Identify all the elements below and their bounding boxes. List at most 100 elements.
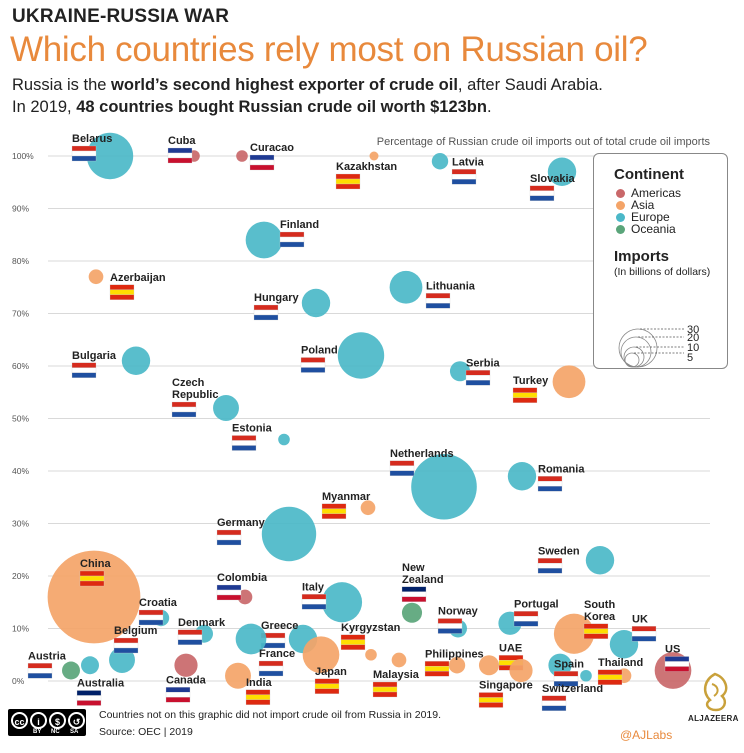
label-uk: UK bbox=[632, 613, 648, 625]
label-curacao: Curacao bbox=[250, 142, 294, 154]
bubble-china bbox=[47, 550, 141, 644]
y-tick-label: 100% bbox=[12, 151, 34, 161]
flag-finland-icon bbox=[279, 231, 305, 248]
flag-kazakhstan-icon bbox=[335, 173, 361, 190]
label-norway: Norway bbox=[438, 606, 479, 618]
label-croatia: Croatia bbox=[139, 597, 178, 609]
label-thailand: Thailand bbox=[598, 657, 643, 669]
flag-belarus-icon bbox=[71, 145, 97, 162]
flag-denmark-icon bbox=[177, 629, 203, 645]
bubble-romania bbox=[507, 462, 537, 491]
kicker: UKRAINE-RUSSIA WAR bbox=[12, 6, 230, 27]
bubble-netherlands bbox=[411, 453, 477, 520]
label-romania: Romania bbox=[538, 463, 585, 475]
flag-hungary-icon bbox=[253, 304, 279, 321]
bubble-bulgaria bbox=[121, 346, 151, 375]
label-latvia: Latvia bbox=[452, 156, 485, 168]
flag-bulgaria-icon bbox=[71, 362, 97, 378]
bubble-czech-republic bbox=[213, 395, 239, 421]
legend-label: Oceania bbox=[631, 222, 676, 236]
bubble-belarus bbox=[86, 132, 134, 180]
bubble-latvia bbox=[431, 153, 449, 170]
legend-label: Europe bbox=[631, 210, 670, 224]
cc-icon: cc bbox=[11, 712, 28, 729]
subtitle-line-1: Russia is the world’s second highest exp… bbox=[12, 76, 603, 95]
bubble-estonia bbox=[278, 433, 290, 446]
label-new-zealand: New Zealand bbox=[402, 562, 444, 586]
label-australia: Australia bbox=[77, 678, 125, 690]
bubble-lithuania bbox=[389, 270, 423, 304]
label-germany: Germany bbox=[217, 517, 266, 529]
size-label-20: 20 bbox=[687, 332, 699, 344]
flag-italy-icon bbox=[301, 594, 327, 610]
page-title: Which countries rely most on Russian oil… bbox=[10, 30, 648, 69]
label-estonia: Estonia bbox=[232, 423, 273, 435]
flag-thailand-icon bbox=[597, 669, 623, 685]
size-label-5: 5 bbox=[687, 352, 693, 364]
label-canada: Canada bbox=[166, 674, 207, 686]
bubble-germany bbox=[261, 506, 317, 562]
europe-swatch bbox=[616, 213, 625, 222]
flag-kyrgyzstan-icon bbox=[340, 634, 366, 650]
label-colombia: Colombia bbox=[217, 572, 268, 584]
bubble-france bbox=[235, 623, 267, 655]
bubble-new-zealand bbox=[401, 602, 423, 623]
y-tick-label: 60% bbox=[12, 361, 29, 371]
flag-czech-republic-icon bbox=[171, 401, 197, 418]
flag-myanmar-icon bbox=[321, 503, 347, 519]
y-tick-label: 10% bbox=[12, 624, 29, 634]
flag-uk-icon bbox=[631, 626, 657, 642]
label-singapore: Singapore bbox=[479, 680, 533, 692]
flag-portugal-icon bbox=[513, 611, 539, 627]
y-tick-label: 20% bbox=[12, 571, 29, 581]
flag-norway-icon bbox=[437, 618, 463, 634]
flag-serbia-icon bbox=[465, 370, 491, 386]
legend-imports-title: Imports bbox=[614, 248, 670, 265]
aljazeera-logo: ALJAZEERA bbox=[688, 670, 740, 730]
bubble-india bbox=[225, 662, 251, 689]
asia-swatch bbox=[616, 201, 625, 210]
bubble-austria bbox=[81, 656, 99, 675]
bubble-hungary bbox=[301, 288, 331, 318]
flag-lithuania-icon bbox=[425, 293, 451, 309]
flag-austria-icon bbox=[27, 663, 53, 679]
label-lithuania: Lithuania bbox=[426, 280, 476, 292]
y-tick-label: 80% bbox=[12, 256, 29, 266]
flag-japan-icon bbox=[314, 678, 340, 694]
label-japan: Japan bbox=[315, 666, 347, 678]
flag-india-icon bbox=[245, 689, 271, 705]
label-india: India bbox=[246, 677, 273, 689]
label-china: China bbox=[80, 558, 111, 570]
flag-cuba-icon bbox=[167, 147, 193, 164]
subtitle-1-bold: world’s second highest exporter of crude… bbox=[111, 76, 458, 94]
brand-name: ALJAZEERA bbox=[688, 714, 739, 723]
label-netherlands: Netherlands bbox=[390, 448, 454, 460]
label-czech-republic: Czech Republic bbox=[172, 377, 218, 401]
y-tick-label: 50% bbox=[12, 414, 29, 424]
label-slovakia: Slovakia bbox=[530, 173, 576, 185]
flag-canada-icon bbox=[165, 687, 191, 703]
y-tick-label: 70% bbox=[12, 309, 29, 319]
bubble-spain bbox=[548, 653, 572, 677]
subtitle-2-post: . bbox=[486, 98, 492, 116]
bubble-curacao bbox=[236, 150, 248, 162]
flag-turkey-icon bbox=[512, 387, 538, 403]
bubble-singapore bbox=[509, 658, 533, 683]
flag-curacao-icon bbox=[249, 154, 275, 171]
creative-commons-badge: cc i $ ↺ BY NC SA bbox=[8, 709, 86, 736]
bubble-sweden bbox=[585, 546, 615, 575]
size-label-10: 10 bbox=[687, 342, 699, 354]
label-hungary: Hungary bbox=[254, 292, 300, 304]
label-denmark: Denmark bbox=[178, 617, 226, 629]
label-greece: Greece bbox=[261, 620, 298, 632]
source: Source: OEC | 2019 bbox=[99, 726, 193, 738]
size-circle-10 bbox=[623, 346, 645, 368]
legend-item-asia: Asia bbox=[616, 198, 654, 212]
label-belgium: Belgium bbox=[114, 625, 158, 637]
label-portugal: Portugal bbox=[514, 598, 559, 610]
cc-sa-label: SA bbox=[70, 729, 79, 735]
flag-spain-icon bbox=[553, 671, 579, 687]
bubble-poland bbox=[337, 332, 385, 379]
size-label-30: 30 bbox=[687, 324, 699, 336]
label-kyrgyzstan: Kyrgyzstan bbox=[341, 622, 401, 634]
